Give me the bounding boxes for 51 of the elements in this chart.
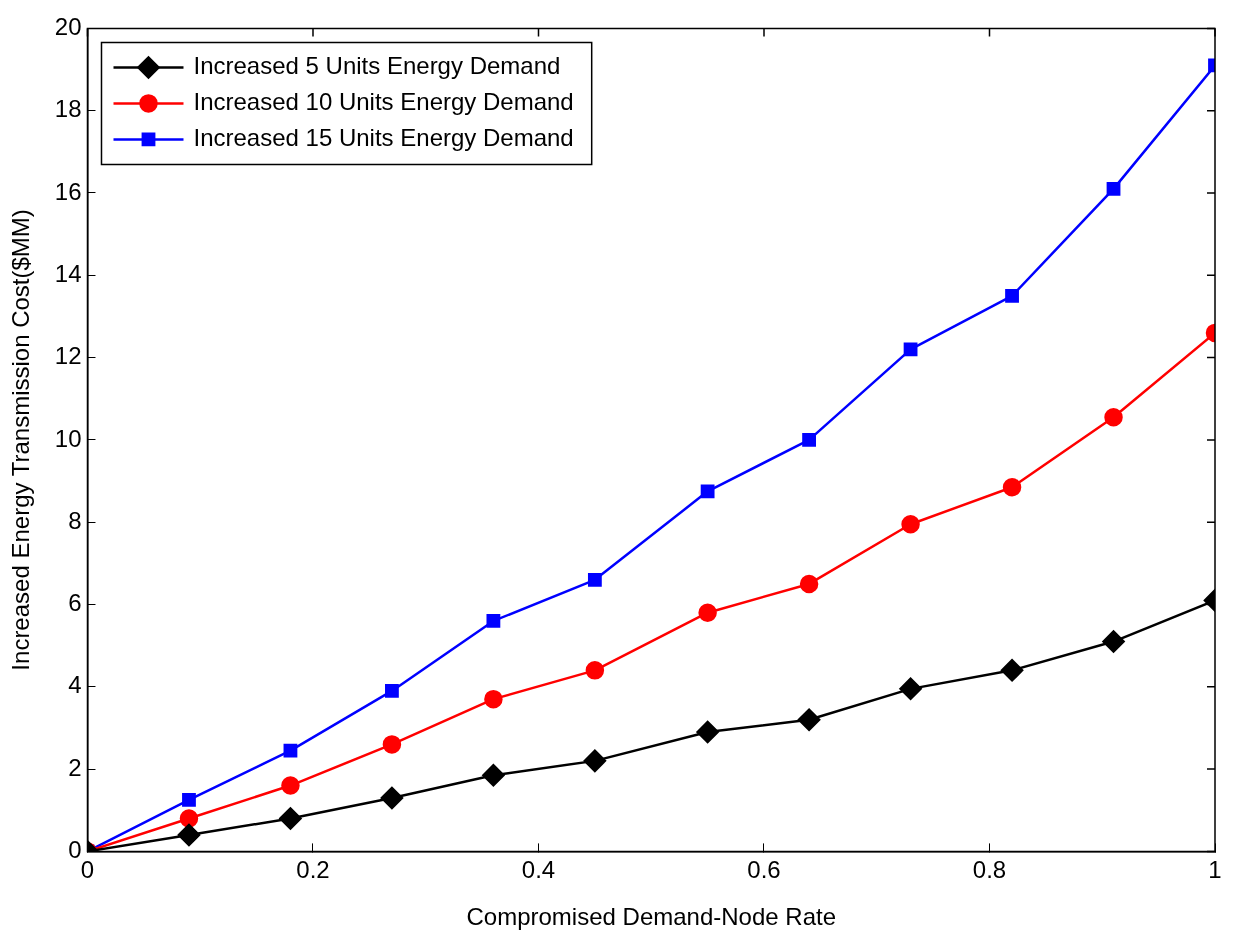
point — [1104, 408, 1123, 427]
legend-label: Increased 15 Units Energy Demand — [193, 124, 574, 152]
y-tick-label: 2 — [68, 753, 82, 781]
point — [1000, 659, 1024, 682]
legend-label: Increased 10 Units Energy Demand — [193, 88, 574, 116]
point — [1005, 288, 1019, 303]
point — [585, 661, 605, 680]
point — [587, 572, 602, 587]
point — [182, 793, 196, 807]
point — [281, 776, 300, 795]
point — [583, 749, 607, 773]
point — [696, 720, 719, 744]
y-tick-label: 8 — [68, 506, 82, 534]
point — [799, 574, 819, 594]
y-tick-label: 20 — [54, 13, 82, 41]
point — [901, 515, 920, 534]
x-tick-label: 1 — [1208, 856, 1222, 884]
x-axis-title: Compromised Demand-Node Rate — [466, 903, 836, 931]
x-tick-label: 0.2 — [296, 856, 330, 884]
point — [486, 614, 501, 628]
point — [482, 764, 505, 787]
point — [899, 677, 922, 701]
x-tick-label: 0.8 — [972, 856, 1007, 884]
x-tick-label: 0.6 — [747, 856, 781, 884]
y-tick-label: 4 — [68, 671, 82, 699]
legend-label: Increased 5 Units Energy Demand — [193, 52, 561, 80]
point — [279, 807, 302, 830]
point — [903, 342, 918, 357]
point — [1106, 181, 1121, 196]
y-tick-label: 6 — [68, 589, 82, 617]
y-tick-label: 12 — [54, 342, 82, 370]
y-tick-label: 0 — [68, 836, 82, 864]
point — [179, 809, 199, 828]
x-tick-label: 0.4 — [521, 856, 556, 884]
point — [177, 823, 201, 847]
point — [700, 484, 715, 499]
point — [283, 743, 298, 758]
y-tick-label: 10 — [54, 424, 82, 452]
y-tick-label: 14 — [54, 259, 82, 287]
point — [385, 684, 399, 698]
point — [1002, 477, 1022, 497]
point — [382, 735, 402, 754]
point — [380, 786, 404, 810]
y-tick-label: 18 — [54, 95, 82, 123]
point — [484, 689, 503, 709]
y-axis-title: Increased Energy Transmission Cost($MM) — [7, 209, 35, 671]
point — [1102, 630, 1125, 653]
point — [698, 603, 717, 622]
point — [802, 432, 817, 447]
y-tick-label: 16 — [54, 177, 82, 205]
point — [797, 708, 821, 731]
